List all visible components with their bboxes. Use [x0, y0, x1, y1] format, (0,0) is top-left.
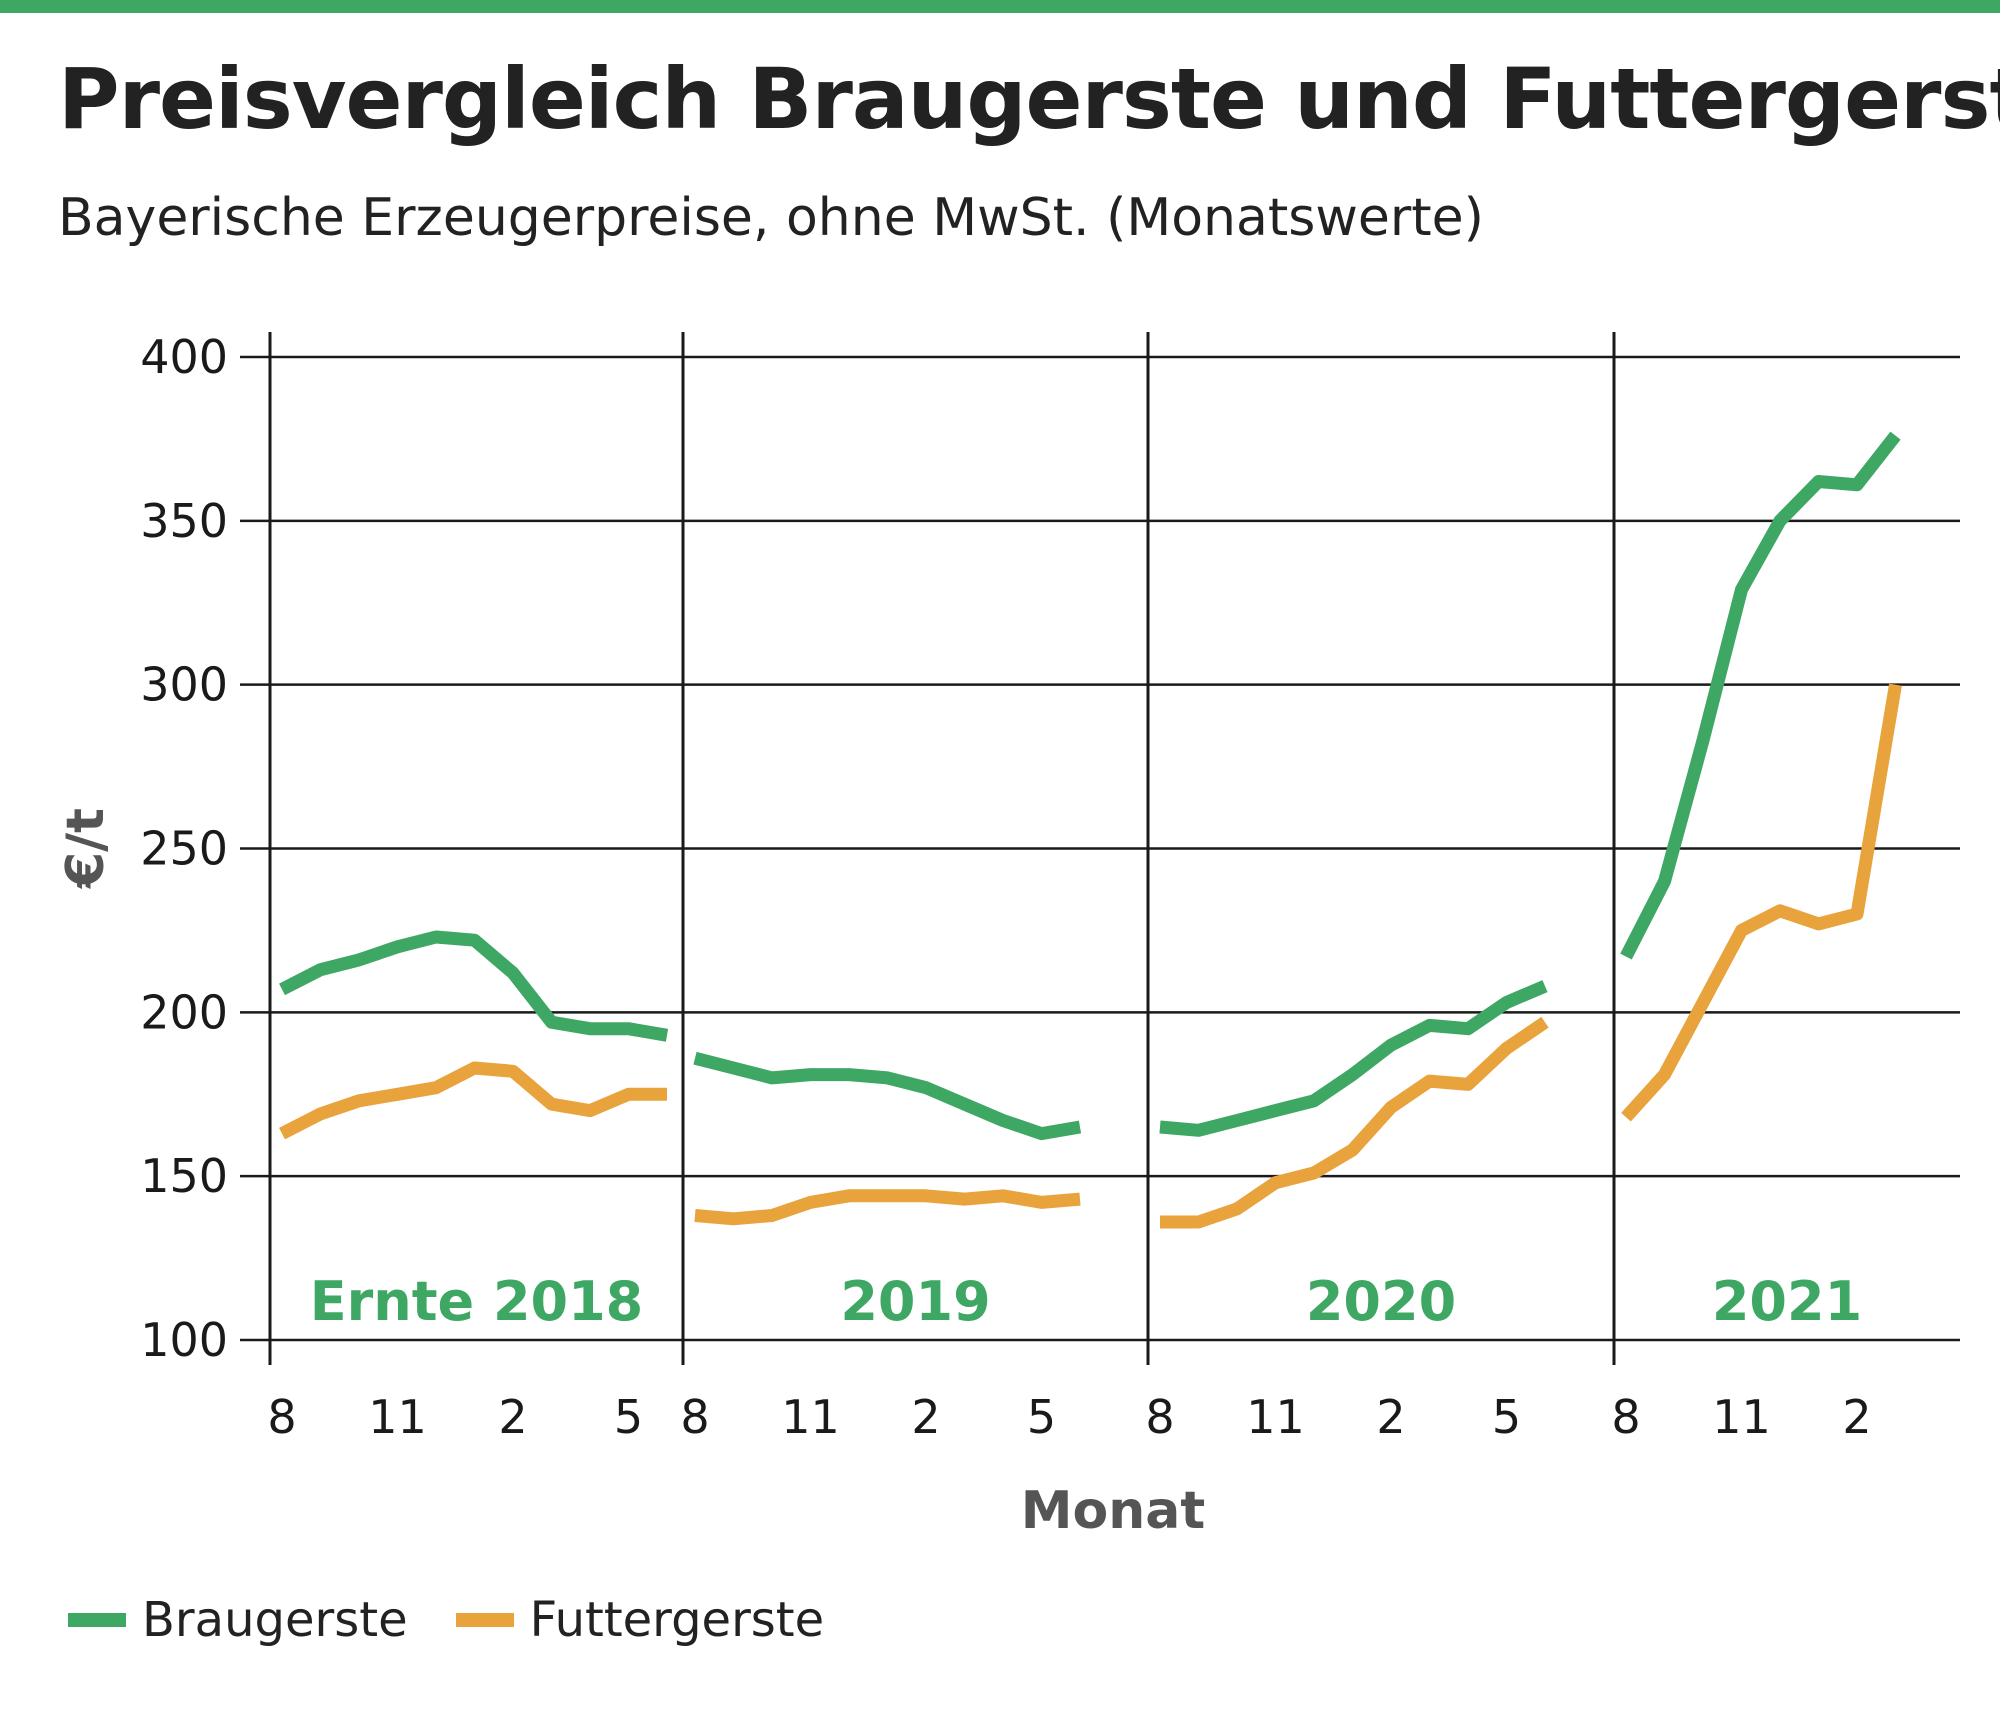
x-tick-label: 5: [1027, 1390, 1056, 1444]
series-line-futtergerste-1: [694, 1189, 1081, 1226]
x-axis-title: Monat: [1021, 1481, 1205, 1541]
legend-label-braugerste: Braugerste: [142, 1592, 408, 1648]
x-tick-label: 11: [368, 1390, 427, 1444]
period-label-0: Ernte 2018: [310, 1270, 644, 1333]
legend-item-futtergerste: Futtergerste: [455, 1592, 825, 1648]
y-tick-label-300: 300: [140, 658, 228, 712]
series-layer: [279, 431, 1902, 1229]
series-line-braugerste-1: [693, 1051, 1082, 1141]
y-tick-label-200: 200: [140, 985, 228, 1039]
y-tick-label-100: 100: [140, 1313, 228, 1367]
x-tick-label: 8: [1145, 1390, 1174, 1444]
x-tick-label: 11: [781, 1390, 840, 1444]
legend-swatch-futtergerste: [455, 1613, 514, 1627]
top-accent-bar: [0, 0, 2000, 13]
y-axis-title: €/t: [56, 808, 116, 889]
x-tick-label: 8: [1611, 1390, 1640, 1444]
series-line-futtergerste-3: [1621, 683, 1902, 1122]
x-tick-label: 11: [1246, 1390, 1305, 1444]
legend-label-futtergerste: Futtergerste: [529, 1592, 825, 1648]
x-tick-label: 11: [1712, 1390, 1771, 1444]
period-label-1: 2019: [840, 1270, 990, 1333]
series-line-braugerste-3: [1620, 431, 1901, 960]
x-tick-label: 8: [267, 1390, 296, 1444]
chart-subtitle: Bayerische Erzeugerpreise, ohne MwSt. (M…: [58, 188, 1484, 248]
legend-item-braugerste: Braugerste: [68, 1592, 408, 1648]
y-tick-label-250: 250: [140, 822, 228, 876]
x-tick-label: 2: [498, 1390, 527, 1444]
x-tick-label: 5: [1492, 1390, 1521, 1444]
x-tick-label: 2: [1842, 1390, 1871, 1444]
series-line-braugerste-2: [1159, 980, 1548, 1137]
period-label-3: 2021: [1712, 1270, 1862, 1333]
chart-title: Preisvergleich Braugerste und Futtergers…: [58, 50, 2000, 148]
series-line-futtergerste-0: [279, 1061, 667, 1140]
grid-layer: [240, 332, 1960, 1365]
y-tick-label-400: 400: [140, 330, 228, 384]
y-tick-label-350: 350: [140, 494, 228, 548]
series-line-futtergerste-2: [1160, 1016, 1549, 1229]
period-label-2: 2020: [1306, 1270, 1456, 1333]
x-tick-label: 8: [680, 1390, 709, 1444]
x-tick-label: 5: [614, 1390, 643, 1444]
x-tick-label: 2: [1376, 1390, 1405, 1444]
series-line-braugerste-0: [279, 930, 669, 1042]
legend: Braugerste Futtergerste: [68, 1590, 872, 1650]
y-tick-label-150: 150: [140, 1149, 228, 1203]
label-layer: Ernte 2018 2019 2020 2021: [310, 1270, 1862, 1333]
legend-swatch-braugerste: [68, 1613, 126, 1627]
x-tick-label: 2: [911, 1390, 940, 1444]
